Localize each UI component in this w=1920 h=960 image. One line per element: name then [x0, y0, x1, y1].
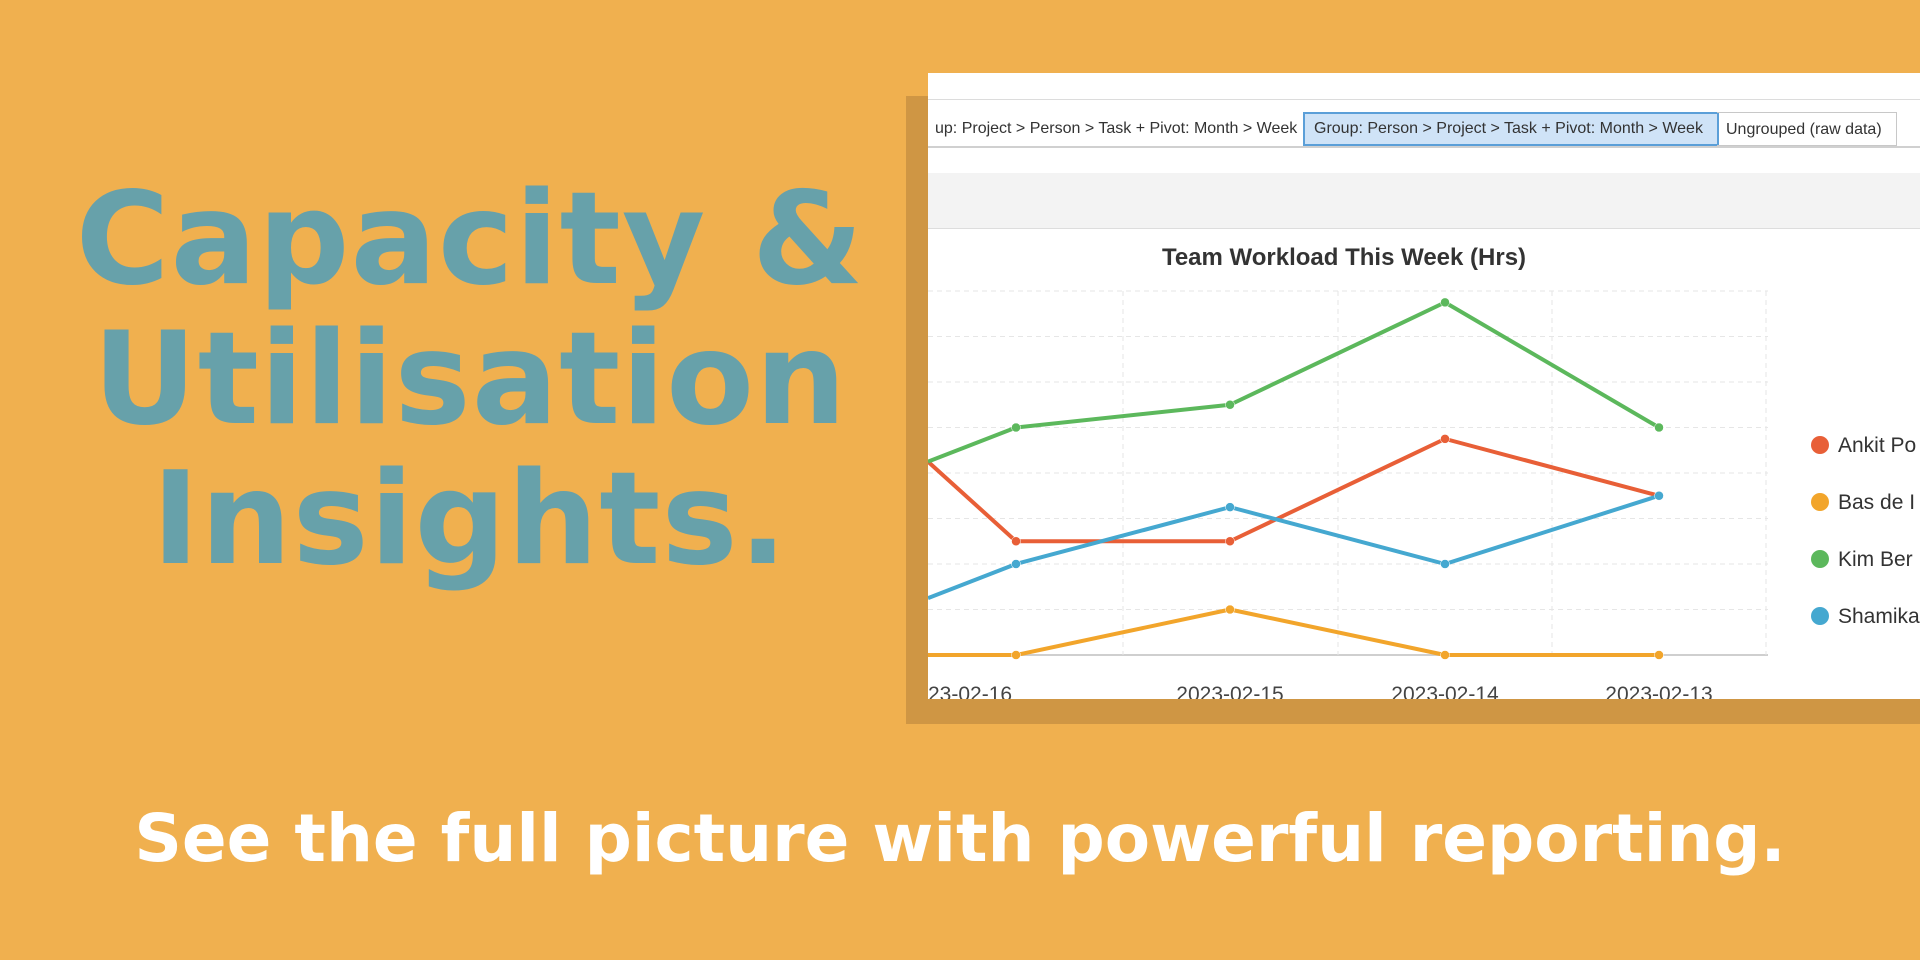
- data-point[interactable]: [1225, 400, 1235, 410]
- report-screenshot: up: Project > Person > Task + Pivot: Mon…: [928, 73, 1920, 699]
- headline-line-2: Utilisation: [92, 305, 848, 454]
- legend-marker: [1811, 607, 1829, 625]
- x-tick-label: 2023-02-13: [1605, 683, 1712, 699]
- data-point[interactable]: [1440, 434, 1450, 444]
- tab-ungrouped[interactable]: Ungrouped (raw data): [1717, 112, 1897, 146]
- data-point[interactable]: [1225, 502, 1235, 512]
- data-point[interactable]: [1011, 536, 1021, 546]
- headline-line-1: Capacity &: [75, 165, 865, 314]
- chart-series: [928, 297, 1664, 660]
- series-line: [928, 607, 1659, 657]
- tab-group-project-person[interactable]: up: Project > Person > Task + Pivot: Mon…: [928, 112, 1306, 146]
- data-point[interactable]: [1225, 604, 1235, 615]
- legend-item[interactable]: Bas de I: [1811, 491, 1915, 514]
- legend-label: Shamika: [1838, 605, 1920, 628]
- tab-group-person-project[interactable]: Group: Person > Project > Task + Pivot: …: [1303, 112, 1719, 146]
- legend-marker: [1811, 436, 1829, 454]
- x-tick-label: 2023-02-14: [1391, 683, 1499, 699]
- x-axis-labels: 23-02-16 2023-02-15 2023-02-14 2023-02-13: [928, 683, 1713, 699]
- data-point[interactable]: [1011, 650, 1021, 660]
- workload-line-chart: Team Workload This Week (Hrs) 23-02-16 20…: [928, 244, 1920, 699]
- chart-title: Team Workload This Week (Hrs): [1162, 244, 1526, 271]
- legend-marker: [1811, 550, 1829, 568]
- data-point[interactable]: [1654, 422, 1664, 433]
- toolbar-band: [928, 173, 1920, 229]
- legend-label: Kim Ber: [1838, 548, 1913, 571]
- x-tick-label: 2023-02-15: [1176, 683, 1283, 699]
- headline: Capacity & Utilisation Insights.: [60, 170, 880, 590]
- tagline: See the full picture with powerful repor…: [134, 800, 1786, 877]
- chart-panel: Team Workload This Week (Hrs) 23-02-16 20…: [928, 229, 1920, 699]
- data-point[interactable]: [1654, 491, 1664, 501]
- grouping-tab-bar: up: Project > Person > Task + Pivot: Mon…: [928, 99, 1920, 148]
- data-point[interactable]: [1654, 650, 1664, 660]
- chart-grid: [928, 290, 1768, 656]
- legend-item[interactable]: Shamika: [1811, 605, 1920, 628]
- chart-legend: Ankit Po Bas de I Kim Ber Shamika: [1811, 434, 1920, 628]
- data-point[interactable]: [1225, 536, 1235, 546]
- data-point[interactable]: [1440, 297, 1450, 308]
- data-point[interactable]: [1011, 559, 1021, 569]
- legend-item[interactable]: Kim Ber: [1811, 548, 1913, 571]
- data-point[interactable]: [1440, 650, 1450, 660]
- legend-item[interactable]: Ankit Po: [1811, 434, 1916, 457]
- x-tick-label: 23-02-16: [928, 683, 1012, 699]
- legend-label: Bas de I: [1838, 491, 1915, 514]
- legend-label: Ankit Po: [1838, 434, 1916, 457]
- data-point[interactable]: [1011, 422, 1021, 433]
- data-point[interactable]: [1440, 559, 1450, 569]
- headline-line-3: Insights.: [151, 445, 789, 594]
- legend-marker: [1811, 493, 1829, 511]
